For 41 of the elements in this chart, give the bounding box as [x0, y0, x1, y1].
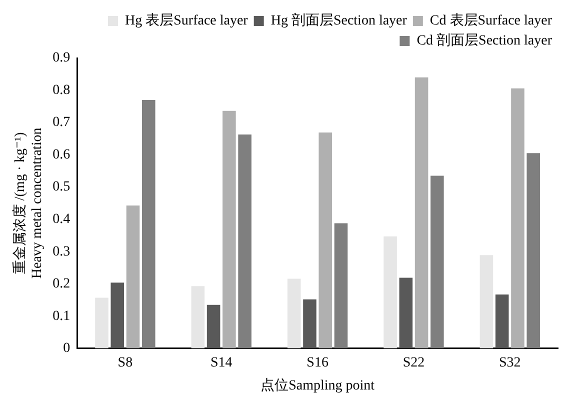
bar [206, 304, 220, 348]
y-tick-label: 0.1 [52, 308, 70, 324]
x-tick-label: S32 [499, 355, 521, 370]
legend-label: Hg 剖面层Section layer [270, 12, 408, 29]
bar [110, 282, 124, 348]
y-tick-label: 0.9 [52, 50, 70, 66]
bar [318, 132, 332, 348]
bar [303, 299, 316, 348]
legend-label: Hg 表层Surface layer [125, 12, 248, 29]
bar [495, 294, 509, 348]
bar [430, 176, 444, 348]
bar [384, 236, 397, 348]
bar [222, 110, 236, 348]
bar [191, 286, 205, 348]
y-tick-label: 0.2 [52, 276, 70, 292]
bar [480, 255, 494, 348]
x-tick-label: S16 [306, 355, 328, 370]
legend-label: Cd 表层Surface layer [430, 12, 552, 29]
y-axis-title: 重金属浓度 /(mg · kg⁻¹) Heavy metal concentration [12, 128, 45, 279]
bar [511, 88, 524, 348]
bar [399, 278, 413, 348]
x-tick-label: S14 [210, 355, 232, 370]
bar [526, 153, 540, 348]
bar [414, 77, 428, 348]
y-tick-label: 0.5 [52, 180, 70, 195]
x-tick-label: S8 [118, 355, 133, 370]
y-tick-label: 0.6 [52, 147, 70, 162]
bar [238, 134, 252, 348]
y-tick-label: 0.3 [52, 244, 70, 260]
legend-label: Cd 剖面层Section layer [416, 32, 552, 49]
y-tick-label: 0.8 [52, 82, 70, 98]
bar [287, 278, 301, 348]
bar [334, 223, 348, 348]
bar [95, 298, 108, 348]
y-tick-label: 0.7 [52, 115, 70, 130]
y-tick-label: 0.4 [52, 212, 70, 228]
x-axis-title: 点位Sampling point [260, 377, 375, 394]
bar [142, 100, 156, 348]
y-tick-label: 0 [63, 341, 70, 356]
bar [126, 205, 140, 348]
x-tick-label: S22 [402, 355, 425, 370]
